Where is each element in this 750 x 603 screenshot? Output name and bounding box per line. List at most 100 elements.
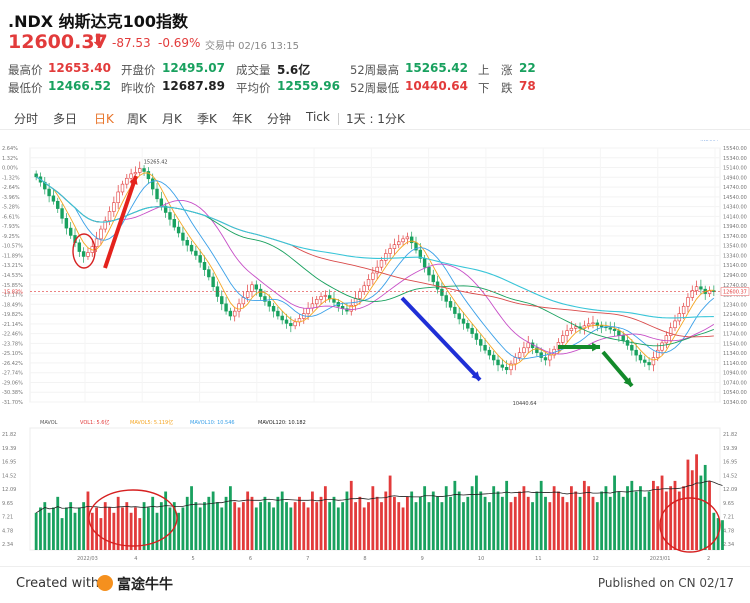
ma10-line bbox=[35, 176, 715, 360]
volume-bar bbox=[155, 512, 159, 550]
candle-body bbox=[258, 288, 263, 297]
candle-body bbox=[99, 228, 103, 240]
vol-tick-label-left: 9.65 bbox=[2, 501, 13, 507]
candle-body bbox=[565, 330, 569, 336]
volume-bar bbox=[380, 502, 383, 550]
candle-body bbox=[470, 327, 474, 334]
vol-tick-label-left: 21.82 bbox=[2, 432, 16, 438]
volume-bar bbox=[47, 512, 51, 550]
candle-body bbox=[172, 219, 176, 228]
price-tick-label: 12940.00 bbox=[723, 273, 747, 279]
tab-daily-k[interactable]: 日K bbox=[94, 112, 114, 126]
tab-divider bbox=[338, 113, 339, 125]
candle-body bbox=[617, 330, 621, 336]
candle-body bbox=[500, 364, 505, 368]
x-tick-label: 2023/01 bbox=[650, 556, 671, 562]
tab-weekly-k[interactable]: 周K bbox=[127, 112, 147, 126]
volume-bar bbox=[233, 502, 237, 550]
volume-bar bbox=[449, 496, 452, 550]
price-tick-label: 12140.00 bbox=[723, 312, 747, 318]
price-tick-label: 11540.00 bbox=[723, 341, 747, 347]
volume-bar bbox=[552, 486, 556, 550]
pct-tick-label: -22.46% bbox=[2, 332, 23, 338]
candlestick-chart[interactable]: MA MA5: 12537.327 MA10: 12532.923 MA20: 122… bbox=[0, 140, 750, 566]
price-tick-label: 13340.00 bbox=[723, 253, 747, 259]
created-with-text: Created with bbox=[16, 576, 100, 591]
candle-body bbox=[159, 198, 164, 207]
tab-monthly-k[interactable]: 月K bbox=[162, 112, 182, 126]
down-arrow-icon: ⬇ bbox=[91, 31, 106, 51]
candle-body bbox=[150, 178, 155, 190]
current-price-tag bbox=[720, 287, 750, 296]
volume-bar bbox=[345, 491, 349, 550]
price-tick-label: 12740.00 bbox=[723, 283, 747, 289]
candle-body bbox=[155, 188, 159, 200]
candle-body bbox=[453, 306, 457, 314]
candle-body bbox=[461, 318, 466, 324]
volume-bar bbox=[116, 496, 120, 550]
candle-body bbox=[112, 202, 116, 212]
volume-bar bbox=[634, 491, 638, 550]
ma60-line bbox=[35, 176, 715, 347]
candle-body bbox=[202, 262, 207, 270]
candle-body bbox=[233, 310, 237, 317]
tab-intraday[interactable]: 分时 bbox=[14, 112, 39, 126]
price-change: -87.53 bbox=[112, 36, 151, 50]
candle-body bbox=[34, 173, 38, 178]
low-value: 12466.52 bbox=[48, 79, 112, 93]
volume-bar bbox=[362, 507, 366, 550]
candle-body bbox=[47, 188, 51, 197]
price-tick-label: 10340.00 bbox=[723, 400, 747, 406]
candle-body bbox=[647, 362, 651, 366]
red-circle-vol-right bbox=[659, 497, 721, 553]
candle-body bbox=[392, 244, 397, 249]
candle-body bbox=[694, 286, 699, 291]
volume-bar bbox=[134, 507, 137, 550]
tab-yearly-k[interactable]: 年K bbox=[232, 112, 252, 126]
candle-body bbox=[224, 303, 228, 312]
tab-multi-day[interactable]: 多日 bbox=[53, 112, 78, 126]
ma120-line bbox=[35, 176, 714, 338]
price-change-pct: -0.69% bbox=[158, 36, 201, 50]
volume-bar bbox=[453, 480, 457, 550]
candle-body bbox=[237, 303, 241, 312]
tab-tick[interactable]: Tick bbox=[306, 110, 330, 124]
ma-legend-item: MA20: 12294.138 bbox=[190, 140, 234, 142]
price-tick-label: 10740.00 bbox=[723, 380, 747, 386]
candle-body bbox=[612, 328, 617, 331]
volume-bar bbox=[73, 512, 77, 550]
last-price: 12600.37 bbox=[8, 31, 108, 53]
green-down-arrow-head bbox=[623, 377, 632, 386]
x-tick-label: 8 bbox=[363, 556, 366, 562]
candle-body bbox=[487, 349, 492, 356]
volume-bar bbox=[185, 496, 189, 550]
high-annotation: 15265.42 bbox=[144, 159, 168, 165]
tab-quarterly-k[interactable]: 季K bbox=[197, 112, 217, 126]
low-annotation: 10440.64 bbox=[513, 401, 537, 407]
volume-bar bbox=[302, 502, 306, 550]
volume-bar bbox=[121, 507, 124, 550]
volume-bar bbox=[608, 496, 612, 550]
pct-tick-label: -31.70% bbox=[2, 400, 23, 406]
prev-close-label: 昨收价 bbox=[121, 81, 156, 95]
volume-bar bbox=[548, 502, 552, 550]
tab-interval-select[interactable]: 1天 : 1分K bbox=[346, 112, 405, 126]
volume-bar bbox=[52, 507, 55, 550]
candle-body bbox=[543, 357, 548, 361]
candle-body bbox=[422, 258, 427, 268]
volume-bar bbox=[492, 486, 496, 550]
volume-bar bbox=[565, 502, 569, 550]
candle-body bbox=[409, 236, 414, 244]
candle-body bbox=[414, 242, 418, 251]
vol-tick-label-right: 21.82 bbox=[723, 432, 737, 438]
x-tick-label: 11 bbox=[535, 556, 541, 562]
candle-body bbox=[405, 236, 410, 240]
volume-bar bbox=[39, 507, 42, 550]
candle-body bbox=[656, 349, 660, 358]
tab-minute[interactable]: 分钟 bbox=[267, 112, 292, 126]
pct-tick-label: -5.28% bbox=[2, 205, 20, 211]
volume-bar bbox=[522, 486, 526, 550]
candle-body bbox=[561, 335, 565, 343]
price-tick-label: 14140.00 bbox=[723, 214, 747, 220]
red-up-arrow bbox=[103, 175, 138, 269]
